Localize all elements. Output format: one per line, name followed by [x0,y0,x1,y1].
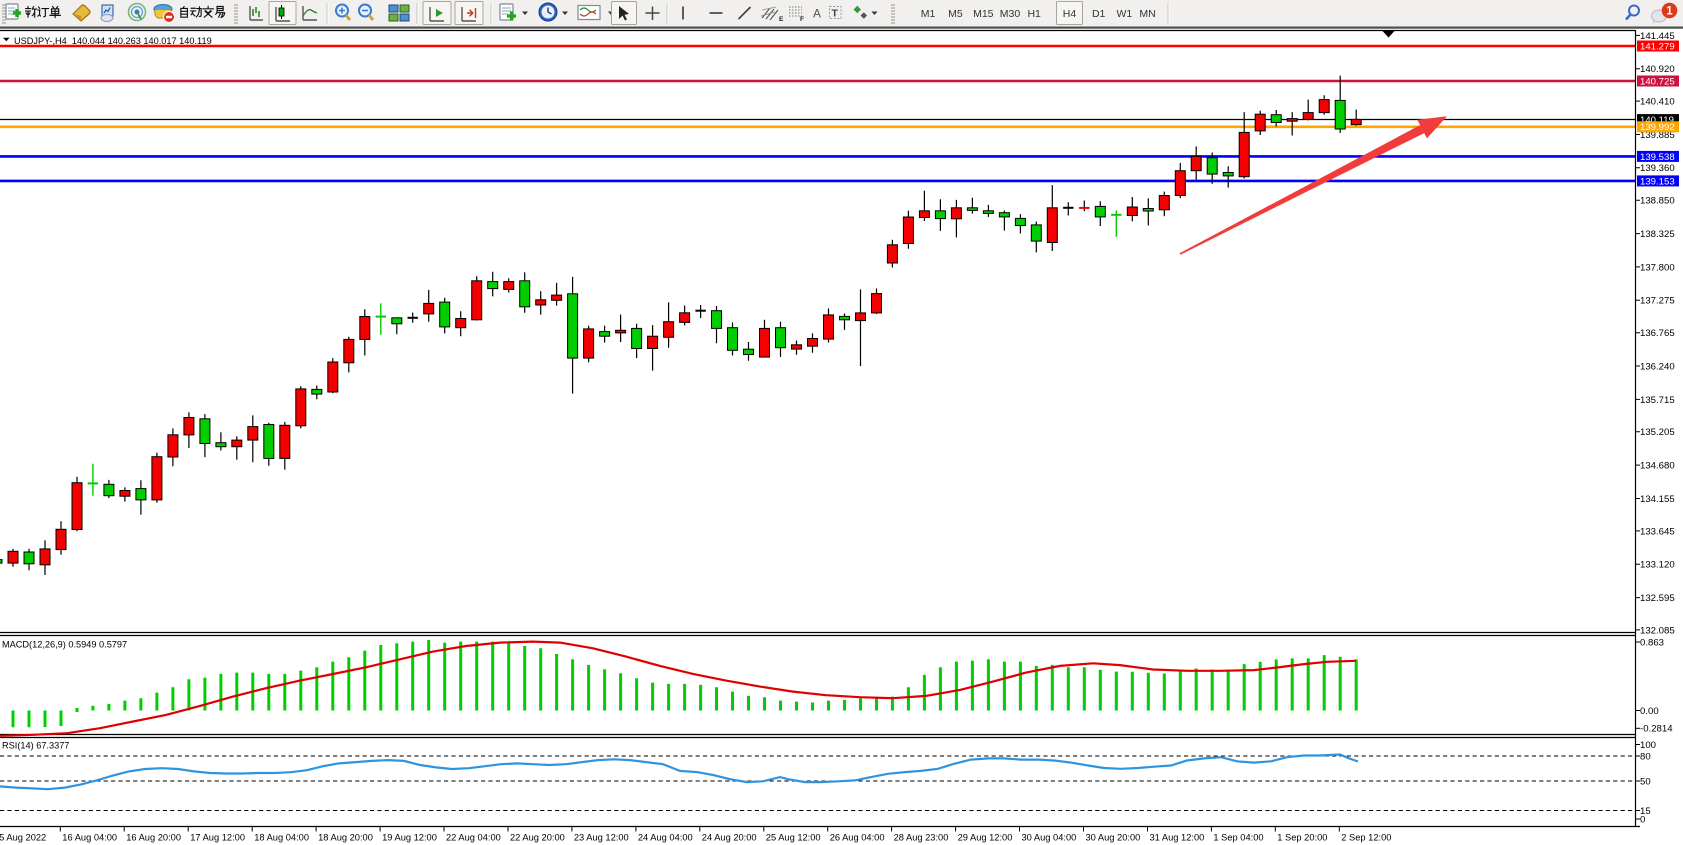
svg-text:W1: W1 [1117,8,1133,20]
svg-text:19 Aug 12:00: 19 Aug 12:00 [382,833,437,843]
svg-text:24 Aug 04:00: 24 Aug 04:00 [638,833,693,843]
svg-text:1 Sep 04:00: 1 Sep 04:00 [1213,833,1263,843]
svg-text:23 Aug 12:00: 23 Aug 12:00 [574,833,629,843]
svg-text:RSI(14) 67.3377: RSI(14) 67.3377 [2,741,69,751]
svg-text:141.279: 141.279 [1640,41,1675,52]
svg-text:MN: MN [1139,8,1155,20]
svg-text:139.992: 139.992 [1640,122,1675,133]
svg-text:134.155: 134.155 [1640,494,1675,505]
svg-text:18 Aug 20:00: 18 Aug 20:00 [318,833,373,843]
svg-text:132.595: 132.595 [1640,593,1675,604]
svg-text:F: F [800,16,804,23]
svg-text:139.153: 139.153 [1640,176,1675,187]
svg-text:139.538: 139.538 [1640,152,1675,163]
svg-text:134.680: 134.680 [1640,461,1675,472]
svg-text:0.863: 0.863 [1640,637,1664,648]
svg-text:T: T [832,8,839,20]
svg-text:USDJPY-,H4 140.044 140.263 14: USDJPY-,H4 140.044 140.263 140.017 140.1… [14,36,212,46]
svg-text:138.325: 138.325 [1640,229,1675,240]
svg-text:15 Aug 2022: 15 Aug 2022 [0,833,46,843]
svg-text:22 Aug 04:00: 22 Aug 04:00 [446,833,501,843]
svg-text:139.360: 139.360 [1640,163,1675,174]
svg-text:132.085: 132.085 [1640,625,1675,636]
svg-text:H4: H4 [1063,8,1077,20]
svg-text:0.00: 0.00 [1640,706,1659,717]
svg-text:16 Aug 04:00: 16 Aug 04:00 [62,833,117,843]
svg-text:M30: M30 [1000,8,1021,20]
svg-text:31 Aug 12:00: 31 Aug 12:00 [1150,833,1205,843]
svg-text:25 Aug 12:00: 25 Aug 12:00 [766,833,821,843]
svg-text:136.240: 136.240 [1640,361,1675,372]
svg-text:15: 15 [1640,806,1651,817]
svg-text:50: 50 [1640,776,1651,787]
svg-text:24 Aug 20:00: 24 Aug 20:00 [702,833,757,843]
svg-text:2 Sep 12:00: 2 Sep 12:00 [1341,833,1391,843]
svg-text:18 Aug 04:00: 18 Aug 04:00 [254,833,309,843]
svg-text:28 Aug 23:00: 28 Aug 23:00 [894,833,949,843]
svg-text:136.765: 136.765 [1640,328,1675,339]
svg-text:1: 1 [1666,6,1673,18]
svg-text:16 Aug 20:00: 16 Aug 20:00 [126,833,181,843]
svg-text:139.885: 139.885 [1640,130,1675,141]
svg-text:140.725: 140.725 [1640,76,1675,87]
svg-text:140.410: 140.410 [1640,97,1675,108]
svg-text:A: A [813,7,821,21]
svg-text:133.120: 133.120 [1640,560,1675,571]
svg-text:M1: M1 [921,8,936,20]
svg-text:140.119: 140.119 [1640,115,1674,126]
svg-text:MACD(12,26,9) 0.5949 0.5797: MACD(12,26,9) 0.5949 0.5797 [2,640,127,650]
svg-text:H1: H1 [1027,8,1041,20]
svg-text:22 Aug 20:00: 22 Aug 20:00 [510,833,565,843]
svg-text:135.205: 135.205 [1640,427,1675,438]
svg-text:E: E [779,16,784,23]
svg-text:137.275: 137.275 [1640,296,1675,307]
svg-text:M5: M5 [948,8,963,20]
svg-text:140.920: 140.920 [1640,64,1675,75]
svg-text:M15: M15 [973,8,994,20]
svg-text:0: 0 [1640,814,1645,825]
svg-text:30 Aug 04:00: 30 Aug 04:00 [1022,833,1077,843]
svg-text:138.850: 138.850 [1640,196,1675,207]
svg-text:135.715: 135.715 [1640,395,1675,406]
svg-text:29 Aug 12:00: 29 Aug 12:00 [958,833,1013,843]
svg-text:100: 100 [1640,740,1656,751]
svg-text:141.445: 141.445 [1640,31,1675,42]
svg-text:137.800: 137.800 [1640,262,1675,273]
svg-text:-0.2814: -0.2814 [1640,724,1673,735]
svg-text:80: 80 [1640,751,1651,762]
svg-text:D1: D1 [1092,8,1106,20]
svg-text:133.645: 133.645 [1640,526,1675,537]
svg-text:30 Aug 20:00: 30 Aug 20:00 [1086,833,1141,843]
svg-text:26 Aug 04:00: 26 Aug 04:00 [830,833,885,843]
svg-text:1 Sep 20:00: 1 Sep 20:00 [1277,833,1327,843]
svg-text:17 Aug 12:00: 17 Aug 12:00 [190,833,245,843]
